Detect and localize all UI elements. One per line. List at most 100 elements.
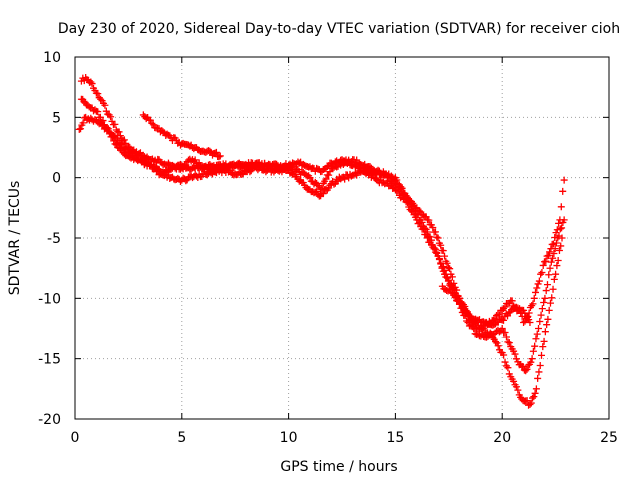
interpolated-point [492, 338, 500, 346]
interpolated-point [539, 261, 547, 269]
interpolated-point [374, 166, 382, 174]
data-point [88, 80, 96, 88]
x-tick-label: 25 [600, 430, 618, 446]
interpolated-point [439, 247, 447, 255]
interpolated-point [543, 281, 551, 289]
interpolated-point [79, 119, 87, 127]
interpolated-point [486, 329, 494, 337]
interpolated-point [554, 256, 562, 264]
interpolated-point [557, 203, 565, 211]
interpolated-point [504, 364, 512, 372]
data-point [434, 234, 442, 242]
interpolated-point [530, 393, 538, 401]
data-point [539, 343, 547, 351]
interpolated-point [544, 315, 552, 323]
interpolated-point [501, 329, 509, 337]
interpolated-point [478, 325, 486, 333]
interpolated-point [393, 176, 401, 184]
interpolated-point [101, 101, 109, 109]
y-tick-label: 10 [43, 50, 61, 66]
interpolated-point [103, 124, 111, 132]
interpolated-point [80, 97, 88, 105]
interpolated-point [116, 139, 124, 147]
interpolated-point [435, 255, 443, 263]
interpolated-point [536, 318, 544, 326]
data-point [560, 176, 568, 184]
interpolated-point [107, 113, 115, 121]
x-tick-label: 10 [280, 430, 298, 446]
interpolated-point [557, 242, 565, 250]
interpolated-point [451, 293, 459, 301]
interpolated-point [182, 161, 190, 169]
interpolated-point [529, 347, 537, 355]
interpolated-point [527, 358, 535, 366]
interpolated-point [437, 241, 445, 249]
interpolated-point [502, 333, 510, 341]
interpolated-point [500, 305, 508, 313]
interpolated-point [529, 300, 537, 308]
interpolated-point [195, 159, 203, 167]
interpolated-point [549, 285, 557, 293]
data-point [545, 306, 553, 314]
interpolated-point [463, 317, 471, 325]
interpolated-point [531, 342, 539, 350]
interpolated-point [422, 231, 430, 239]
y-tick-label: 5 [52, 110, 61, 126]
interpolated-point [505, 339, 513, 347]
interpolated-point [437, 259, 445, 267]
x-tick-label: 20 [493, 430, 511, 446]
interpolated-point [238, 170, 246, 178]
interpolated-point [87, 78, 95, 86]
interpolated-point [182, 177, 190, 185]
data-point [488, 331, 496, 339]
y-tick-label: -20 [38, 412, 61, 428]
interpolated-point [533, 284, 541, 292]
interpolated-point [203, 171, 211, 179]
interpolated-point [521, 309, 529, 317]
interpolated-point [419, 225, 427, 233]
interpolated-point [341, 175, 349, 183]
data-point [522, 367, 530, 375]
interpolated-point [558, 224, 566, 232]
interpolated-point [94, 108, 102, 116]
interpolated-point [111, 132, 119, 140]
grid-layer [75, 57, 609, 419]
interpolated-point [531, 389, 539, 397]
interpolated-point [510, 377, 518, 385]
interpolated-point [443, 273, 451, 281]
interpolated-point [546, 248, 554, 256]
interpolated-point [555, 219, 563, 227]
interpolated-point [533, 330, 541, 338]
interpolated-point [115, 128, 123, 136]
data-point [498, 325, 506, 332]
interpolated-point [457, 300, 465, 308]
interpolated-point [94, 90, 102, 98]
interpolated-point [116, 132, 124, 140]
interpolated-point [523, 365, 531, 373]
interpolated-point [546, 299, 554, 307]
interpolated-point [463, 308, 471, 316]
data-point [558, 234, 566, 242]
axes-layer: 0 5 10 15 20 25 -20 -15 -10 -5 0 5 10 [38, 50, 618, 446]
interpolated-point [159, 128, 167, 136]
interpolated-point [512, 355, 520, 363]
interpolated-point [535, 277, 543, 285]
data-point [441, 252, 449, 260]
interpolated-point [543, 321, 551, 329]
chart-title: Day 230 of 2020, Sidereal Day-to-day VTE… [58, 21, 620, 37]
interpolated-point [500, 316, 508, 324]
interpolated-point [215, 153, 223, 161]
data-point [97, 95, 105, 103]
interpolated-point [409, 208, 417, 216]
interpolated-point [438, 264, 446, 272]
interpolated-point [394, 187, 402, 195]
interpolated-point [446, 265, 454, 273]
interpolated-point [540, 258, 548, 266]
interpolated-point [550, 249, 558, 257]
data-point [148, 119, 156, 127]
interpolated-point [536, 361, 544, 369]
interpolated-point [500, 351, 508, 359]
interpolated-point [546, 264, 554, 272]
series-arc-segments [139, 111, 534, 329]
interpolated-point [501, 358, 509, 366]
